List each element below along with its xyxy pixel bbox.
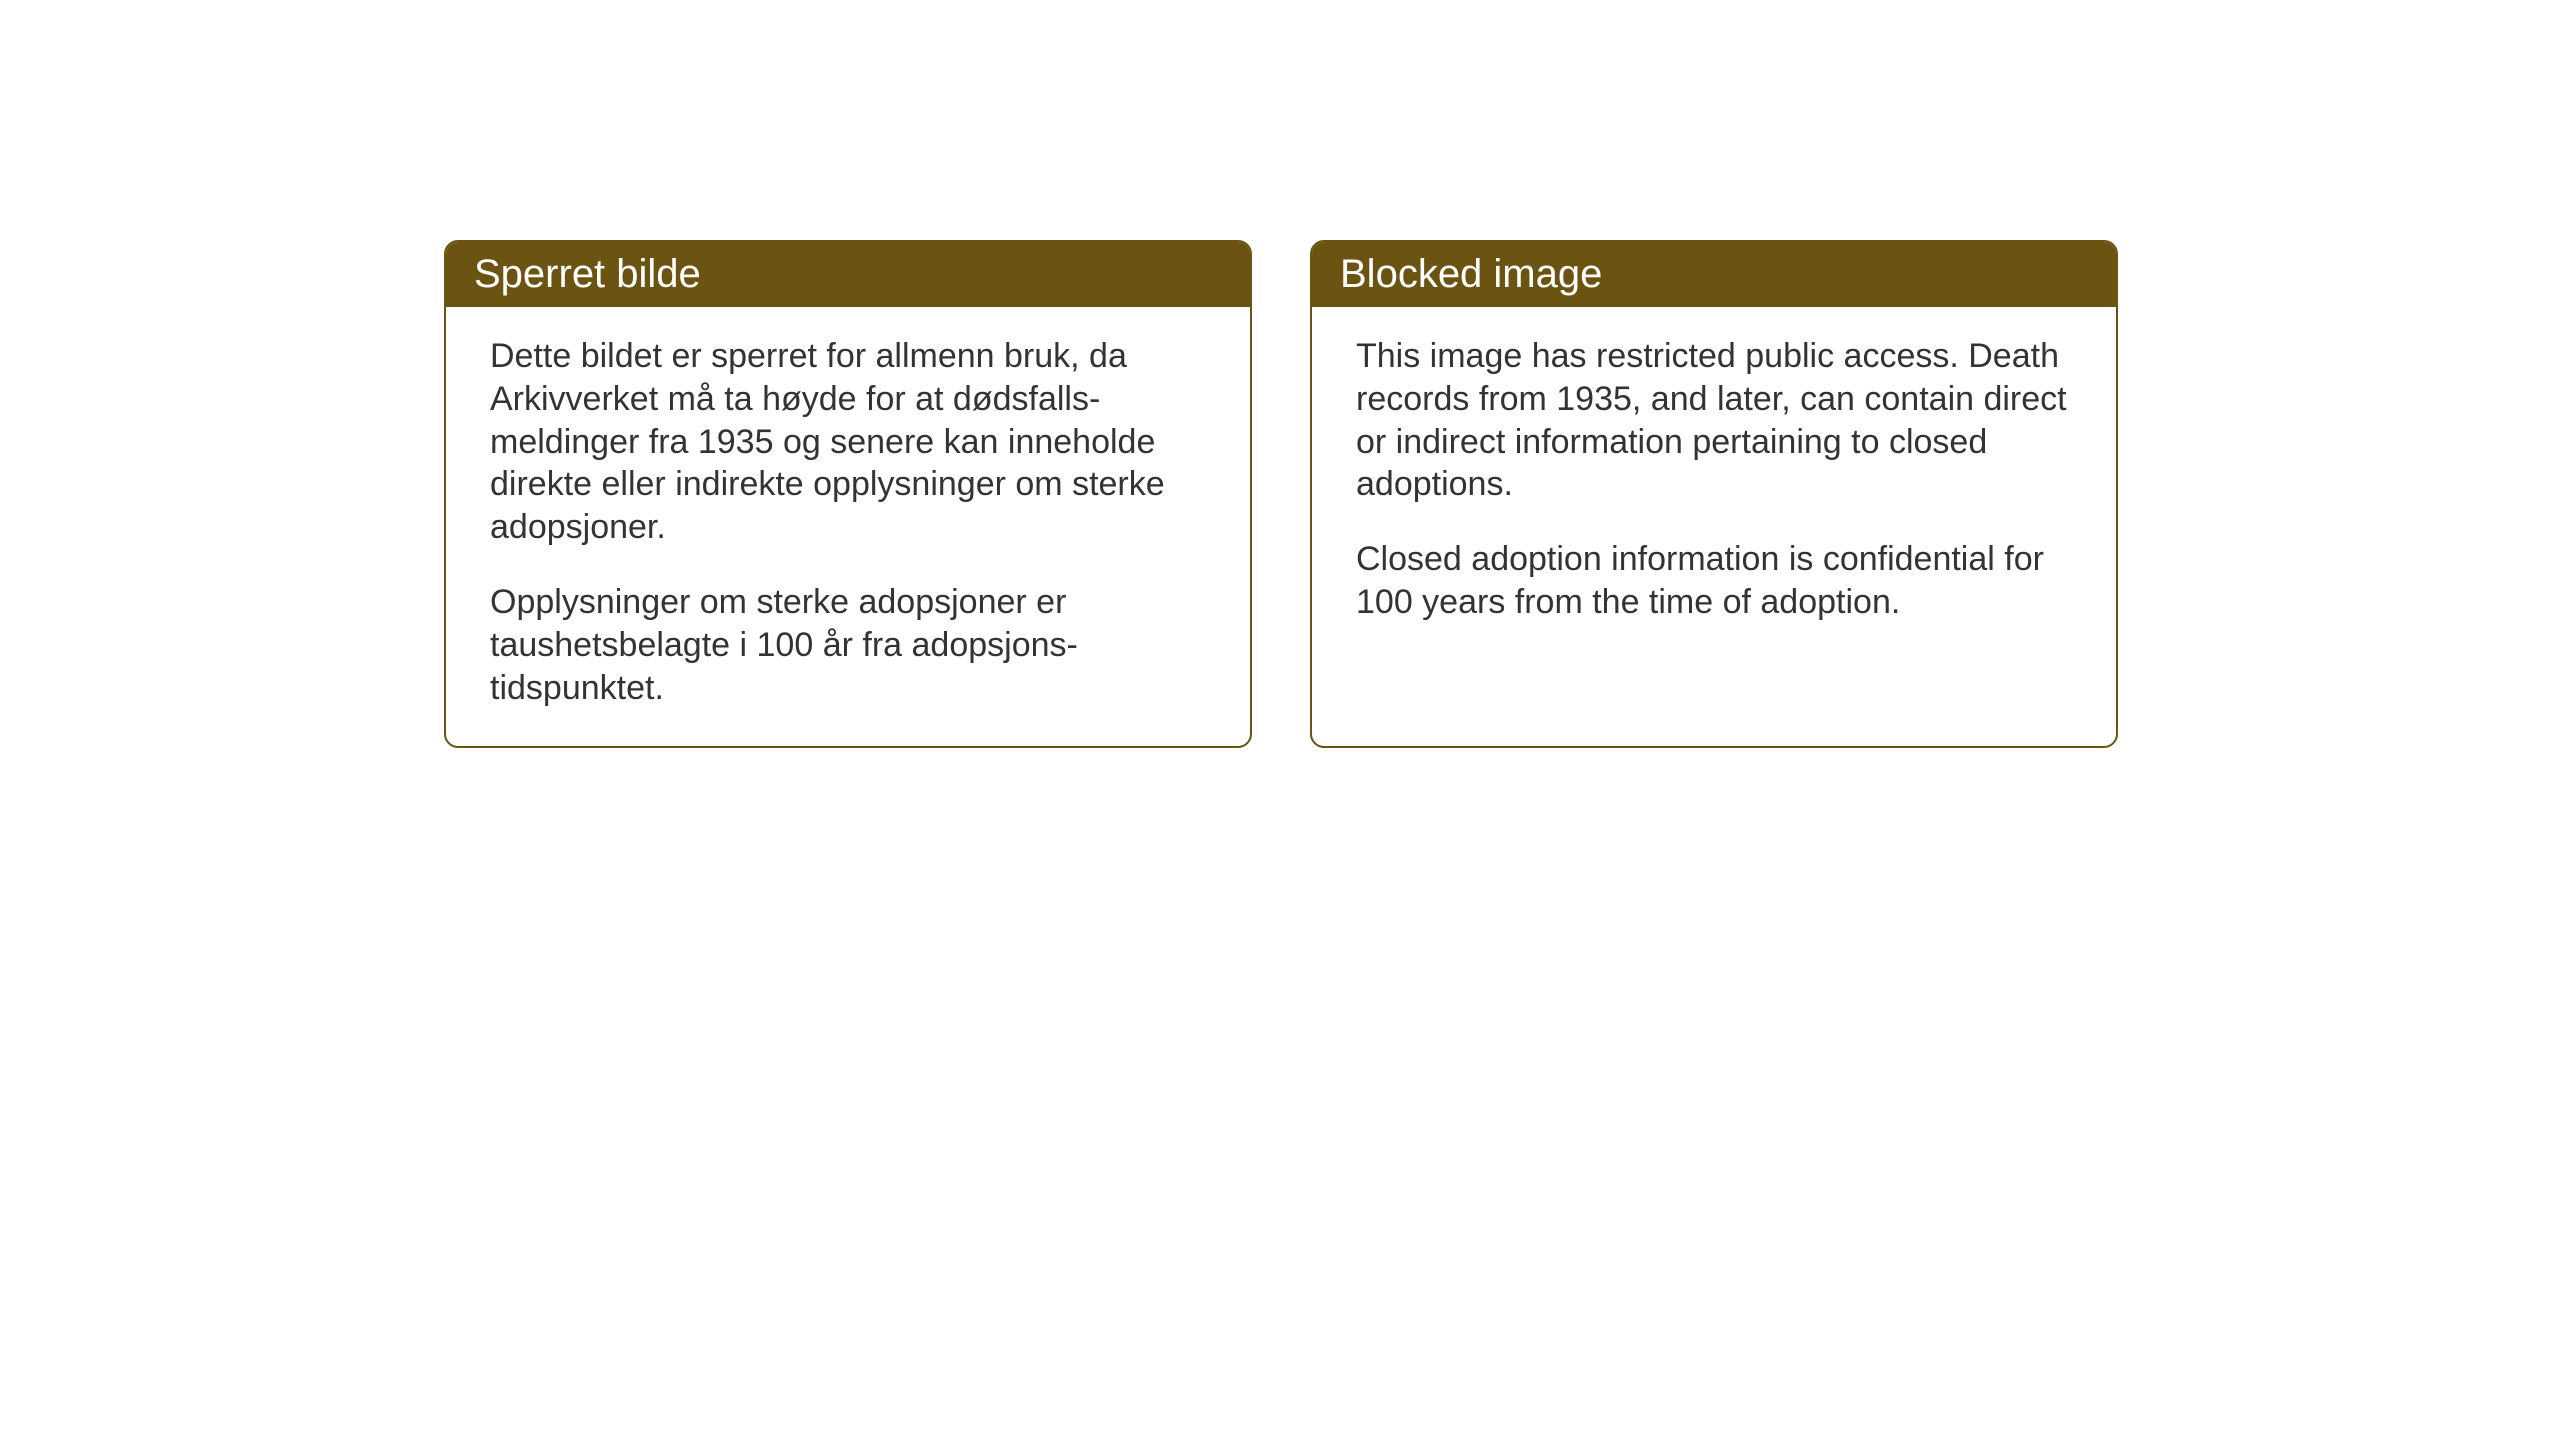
english-notice-card: Blocked image This image has restricted … (1310, 240, 2118, 748)
norwegian-card-body: Dette bildet er sperret for allmenn bruk… (446, 307, 1250, 746)
english-card-body: This image has restricted public access.… (1312, 307, 2116, 660)
english-paragraph-2: Closed adoption information is confident… (1356, 538, 2072, 624)
notice-container: Sperret bilde Dette bildet er sperret fo… (444, 240, 2118, 748)
norwegian-paragraph-2: Opplysninger om sterke adopsjoner er tau… (490, 581, 1206, 709)
english-card-title: Blocked image (1312, 242, 2116, 307)
english-paragraph-1: This image has restricted public access.… (1356, 335, 2072, 506)
norwegian-notice-card: Sperret bilde Dette bildet er sperret fo… (444, 240, 1252, 748)
norwegian-paragraph-1: Dette bildet er sperret for allmenn bruk… (490, 335, 1206, 549)
norwegian-card-title: Sperret bilde (446, 242, 1250, 307)
